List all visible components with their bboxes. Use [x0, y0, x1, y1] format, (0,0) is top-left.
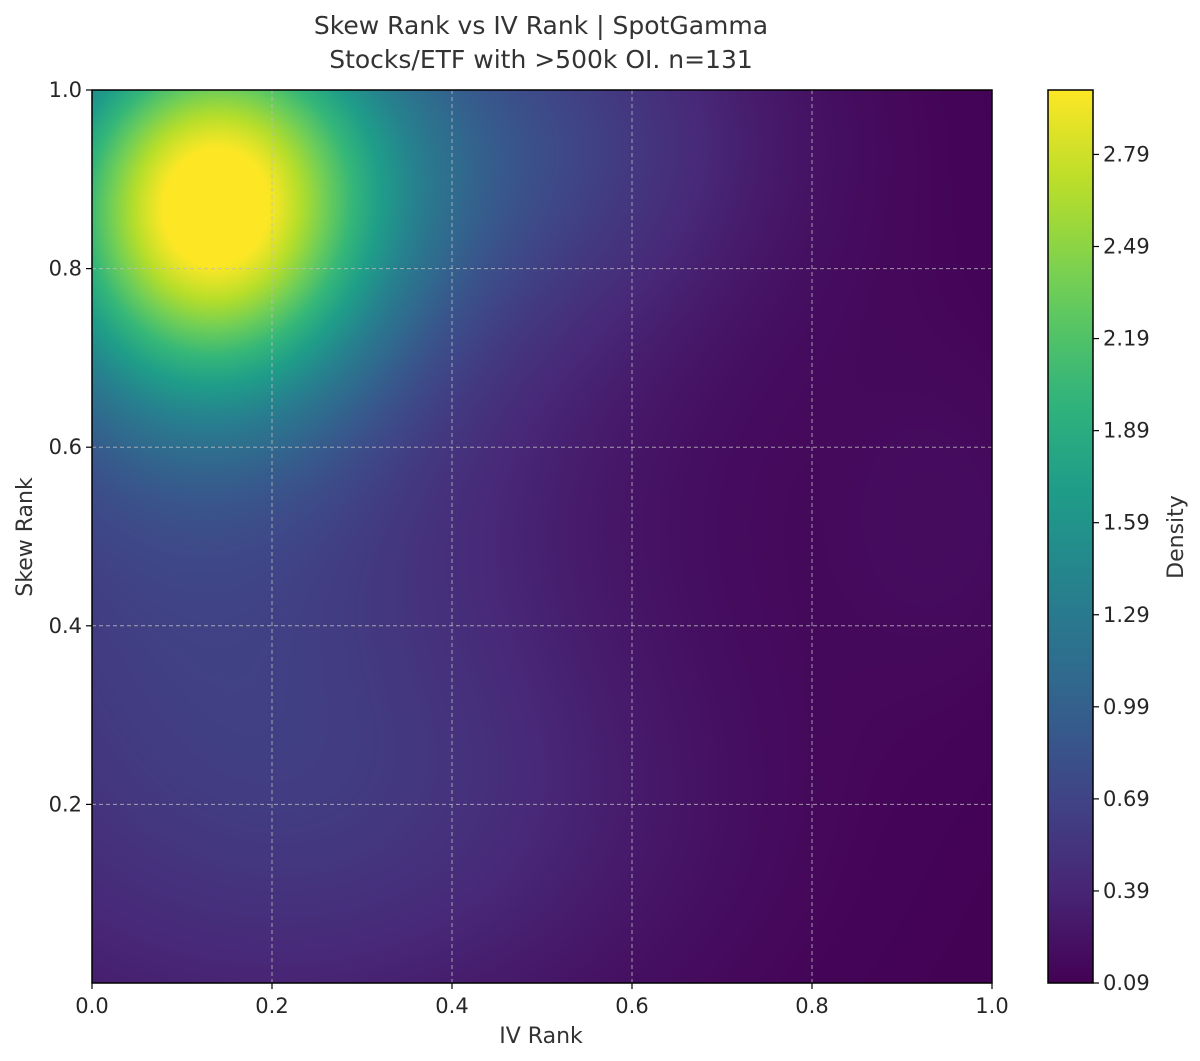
plot-frame: [91, 89, 993, 984]
colorbar-gradient: [1047, 89, 1094, 984]
grid-lines: [92, 90, 992, 983]
colorbar-label: Density: [1164, 495, 1189, 579]
y-tick-label: 0.4: [49, 614, 82, 638]
x-tick-label: 0.2: [255, 994, 288, 1018]
chart-title: Skew Rank vs IV Rank | SpotGamma: [314, 11, 768, 40]
x-tick-label: 0.4: [435, 994, 468, 1018]
y-tick-label: 0.6: [49, 435, 82, 459]
colorbar-tick-label: 0.99: [1103, 695, 1150, 719]
colorbar-tick-label: 1.89: [1103, 419, 1150, 443]
colorbar-tick-label: 1.59: [1103, 511, 1150, 535]
colorbar-tick-label: 0.09: [1103, 971, 1150, 995]
colorbar: 0.09 0.39 0.69 0.99 1.29 1.59 1.89 2.19 2.49 2.79…: [1047, 89, 1189, 995]
colorbar-tick-label: 1.29: [1103, 603, 1150, 627]
x-tick-label: 1.0: [975, 994, 1008, 1018]
colorbar-tick-label: 0.69: [1103, 787, 1150, 811]
colorbar-tick-label: 2.79: [1103, 142, 1150, 166]
x-axis: 0.0 0.2 0.4 0.6 0.8 1.0: [75, 983, 1009, 1018]
y-tick-label: 0.8: [49, 257, 82, 281]
x-axis-label: IV Rank: [499, 1024, 583, 1049]
colorbar-tick-label: 2.49: [1103, 235, 1150, 259]
x-tick-label: 0.8: [795, 994, 828, 1018]
colorbar-tick-label: 0.39: [1103, 879, 1150, 903]
y-axis-label: Skew Rank: [13, 477, 38, 597]
chart-subtitle: Stocks/ETF with >500k OI. n=131: [329, 45, 753, 74]
plot-area: [91, 89, 993, 984]
colorbar-ticks: 0.09 0.39 0.69 0.99 1.29 1.59 1.89 2.19 2.49 2.79: [1093, 142, 1150, 995]
x-tick-label: 0.6: [615, 994, 648, 1018]
x-tick-label: 0.0: [75, 994, 108, 1018]
y-tick-label: 1.0: [49, 78, 82, 102]
y-axis: 0.2 0.4 0.6 0.8 1.0: [49, 78, 92, 816]
colorbar-tick-label: 2.19: [1103, 327, 1150, 351]
title-group: Skew Rank vs IV Rank | SpotGamma Stocks/…: [314, 11, 768, 74]
density-heatmap: [92, 90, 992, 983]
y-tick-label: 0.2: [49, 792, 82, 816]
